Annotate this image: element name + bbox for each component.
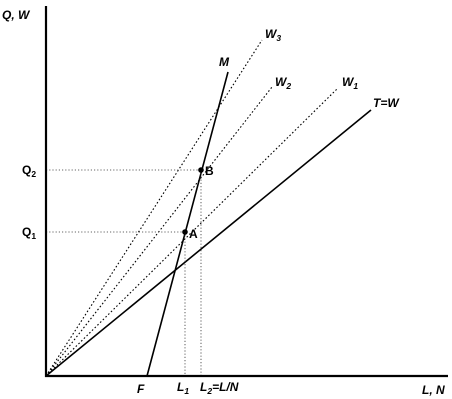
point-b-label: B <box>205 164 214 178</box>
w3-label: W3 <box>265 27 281 43</box>
point-a-label: A <box>189 227 198 241</box>
w2-label: W2 <box>275 75 291 91</box>
w1-label: W1 <box>342 75 358 91</box>
q2-tick-label: Q2 <box>22 163 36 179</box>
f-tick-label: F <box>137 382 145 396</box>
y-axis-label: Q, W <box>2 8 31 22</box>
point-b-marker <box>198 167 204 173</box>
m-line <box>146 71 229 377</box>
tw-label: T=W <box>373 96 400 110</box>
w2-line <box>45 86 273 377</box>
l2-tick-label: L2=L/N <box>200 380 239 396</box>
point-a-marker <box>182 229 188 235</box>
q1-tick-label: Q1 <box>22 225 36 241</box>
x-axis-label: L, N <box>422 383 445 397</box>
tw-line <box>45 109 372 377</box>
l1-tick-label: L1 <box>177 380 189 396</box>
w3-line <box>45 39 263 377</box>
m-label: M <box>219 55 230 69</box>
